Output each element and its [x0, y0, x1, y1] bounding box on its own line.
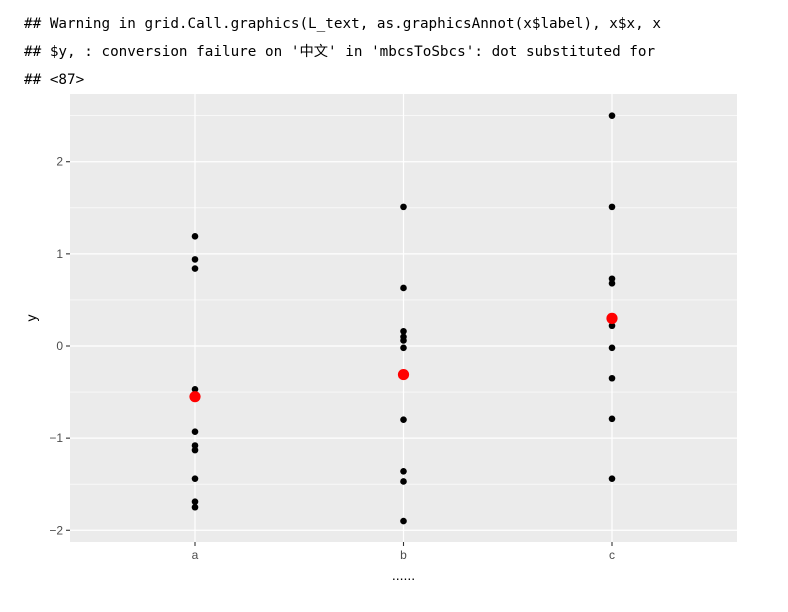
data-point — [191, 256, 199, 263]
data-point — [400, 478, 407, 485]
data-point — [608, 203, 616, 211]
y-axis-title: y — [23, 315, 39, 322]
mean-point — [397, 368, 410, 381]
console-output: ## Warning in grid.Call.graphics(L_text,… — [24, 10, 661, 94]
data-point — [400, 337, 407, 344]
y-tick-label: −2 — [49, 523, 63, 537]
y-tick-label: 1 — [56, 247, 63, 261]
data-point — [608, 374, 616, 382]
mean-point — [189, 391, 201, 403]
data-point — [608, 280, 616, 287]
data-point — [191, 265, 199, 272]
y-tick-label: 0 — [56, 339, 63, 353]
data-point — [191, 386, 199, 393]
data-point — [400, 203, 407, 211]
mean-points — [189, 312, 618, 403]
y-axis: −2 −1 0 1 2 — [49, 155, 70, 537]
mean-point — [606, 312, 618, 324]
data-point — [191, 428, 199, 435]
x-tick-label: a — [192, 548, 199, 562]
data-point — [400, 416, 407, 424]
data-point — [191, 475, 199, 482]
major-gridlines — [70, 94, 737, 542]
data-point — [400, 327, 407, 335]
console-line-3: ## <87> — [24, 72, 85, 88]
data-points — [191, 112, 616, 525]
data-point — [191, 446, 199, 454]
data-point — [191, 503, 199, 511]
data-point — [608, 275, 616, 283]
y-tick-label: 2 — [56, 155, 63, 169]
x-axis: a b c — [192, 542, 615, 562]
x-tick-label: b — [400, 548, 407, 562]
console-line-1: ## Warning in grid.Call.graphics(L_text,… — [24, 16, 661, 32]
data-point — [608, 322, 616, 330]
data-point — [400, 517, 407, 525]
x-tick-label: c — [609, 548, 615, 562]
data-point — [608, 112, 616, 119]
data-point — [608, 415, 616, 423]
data-point — [191, 442, 199, 449]
x-axis-title: ...... — [392, 567, 415, 583]
data-point — [191, 233, 199, 240]
y-tick-label: −1 — [49, 431, 63, 445]
data-point — [608, 344, 616, 352]
data-point — [608, 475, 616, 482]
data-point — [400, 468, 407, 475]
data-point — [191, 498, 199, 506]
data-point — [400, 284, 407, 292]
console-line-2: ## $y, : conversion failure on '中文' in '… — [24, 44, 656, 60]
data-point — [400, 344, 407, 352]
